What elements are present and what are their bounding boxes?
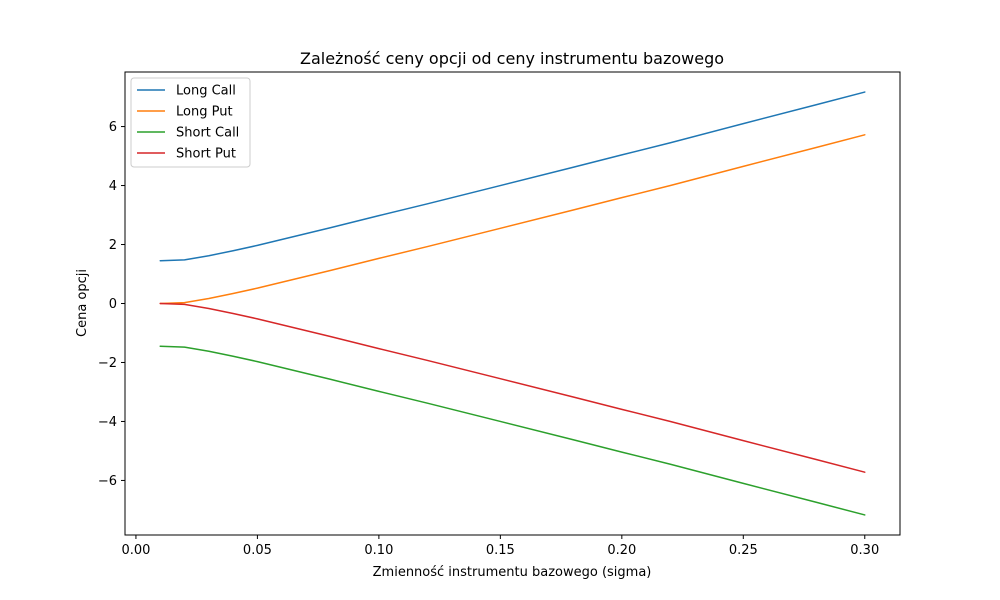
x-tick-label: 0.15: [486, 543, 515, 558]
legend-label-short-put: Short Put: [176, 147, 236, 162]
y-tick-label: 0: [109, 297, 117, 312]
y-tick-label: −6: [98, 474, 117, 489]
x-tick-label: 0.20: [607, 543, 636, 558]
x-tick-label: 0.25: [729, 543, 758, 558]
x-tick-label: 0.30: [850, 543, 879, 558]
x-tick-label: 0.05: [243, 543, 272, 558]
y-axis-label: Cena opcji: [75, 269, 90, 337]
legend-label-long-call: Long Call: [176, 84, 236, 99]
y-tick-label: 4: [109, 179, 117, 194]
legend-box: [130, 77, 251, 168]
series-line-long-call: [159, 91, 866, 262]
chart-title: Zależność ceny opcji od ceny instrumentu…: [300, 49, 724, 68]
x-tick-label: 0.00: [121, 543, 150, 558]
y-tick-label: −4: [98, 415, 117, 430]
series-line-short-put: [159, 302, 866, 473]
series-line-short-call: [159, 345, 866, 516]
x-axis: 0.00 0.05 0.10 0.15 0.20 0.25 0.30: [121, 535, 879, 558]
plot-area: [124, 71, 901, 536]
legend-label-short-call: Short Call: [176, 126, 239, 141]
x-axis-label: Zmienność instrumentu bazowego (sigma): [373, 565, 652, 580]
x-tick-label: 0.10: [364, 543, 393, 558]
series-line-long-put: [159, 134, 866, 305]
legend-label-long-put: Long Put: [176, 105, 233, 120]
y-tick-label: 6: [109, 120, 117, 135]
series-lines: [159, 91, 866, 516]
y-tick-label: −2: [98, 356, 117, 371]
y-tick-label: 2: [109, 238, 117, 253]
legend: Long Call Long Put Short Call Short Put: [130, 77, 251, 168]
y-axis: −6 −4 −2 0 2 4 6: [98, 120, 125, 489]
